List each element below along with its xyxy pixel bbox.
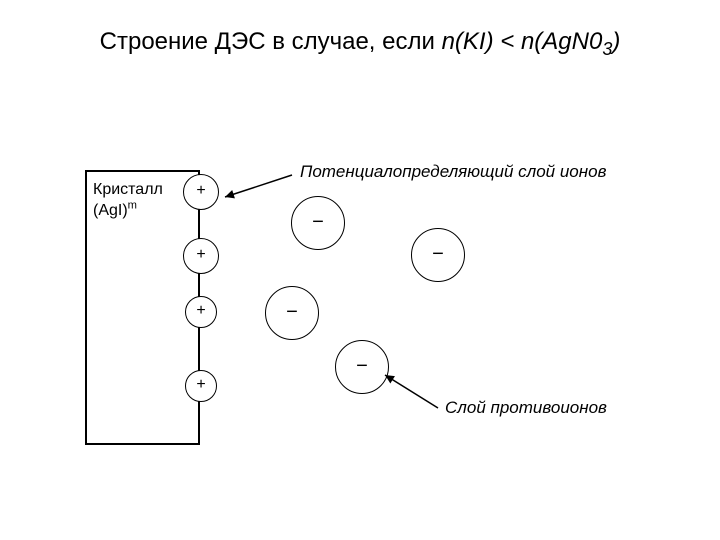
title-formula-b-sub: 3 bbox=[602, 39, 612, 59]
title-formula-b-main: n(AgN0 bbox=[521, 28, 602, 55]
title-prefix: Строение ДЭС в случае, если bbox=[100, 28, 442, 55]
diagram-area: Кристалл(AgI)m++++Потенциалопределяющий … bbox=[25, 150, 695, 460]
page-title: Строение ДЭС в случае, если n(KI) < n(Ag… bbox=[0, 28, 720, 60]
title-formula-a: n(KI) bbox=[442, 28, 494, 55]
title-op: < bbox=[494, 28, 521, 55]
title-formula-b-tail: ) bbox=[612, 28, 620, 55]
counterion-layer-caption: Слой противоионов bbox=[445, 398, 607, 418]
